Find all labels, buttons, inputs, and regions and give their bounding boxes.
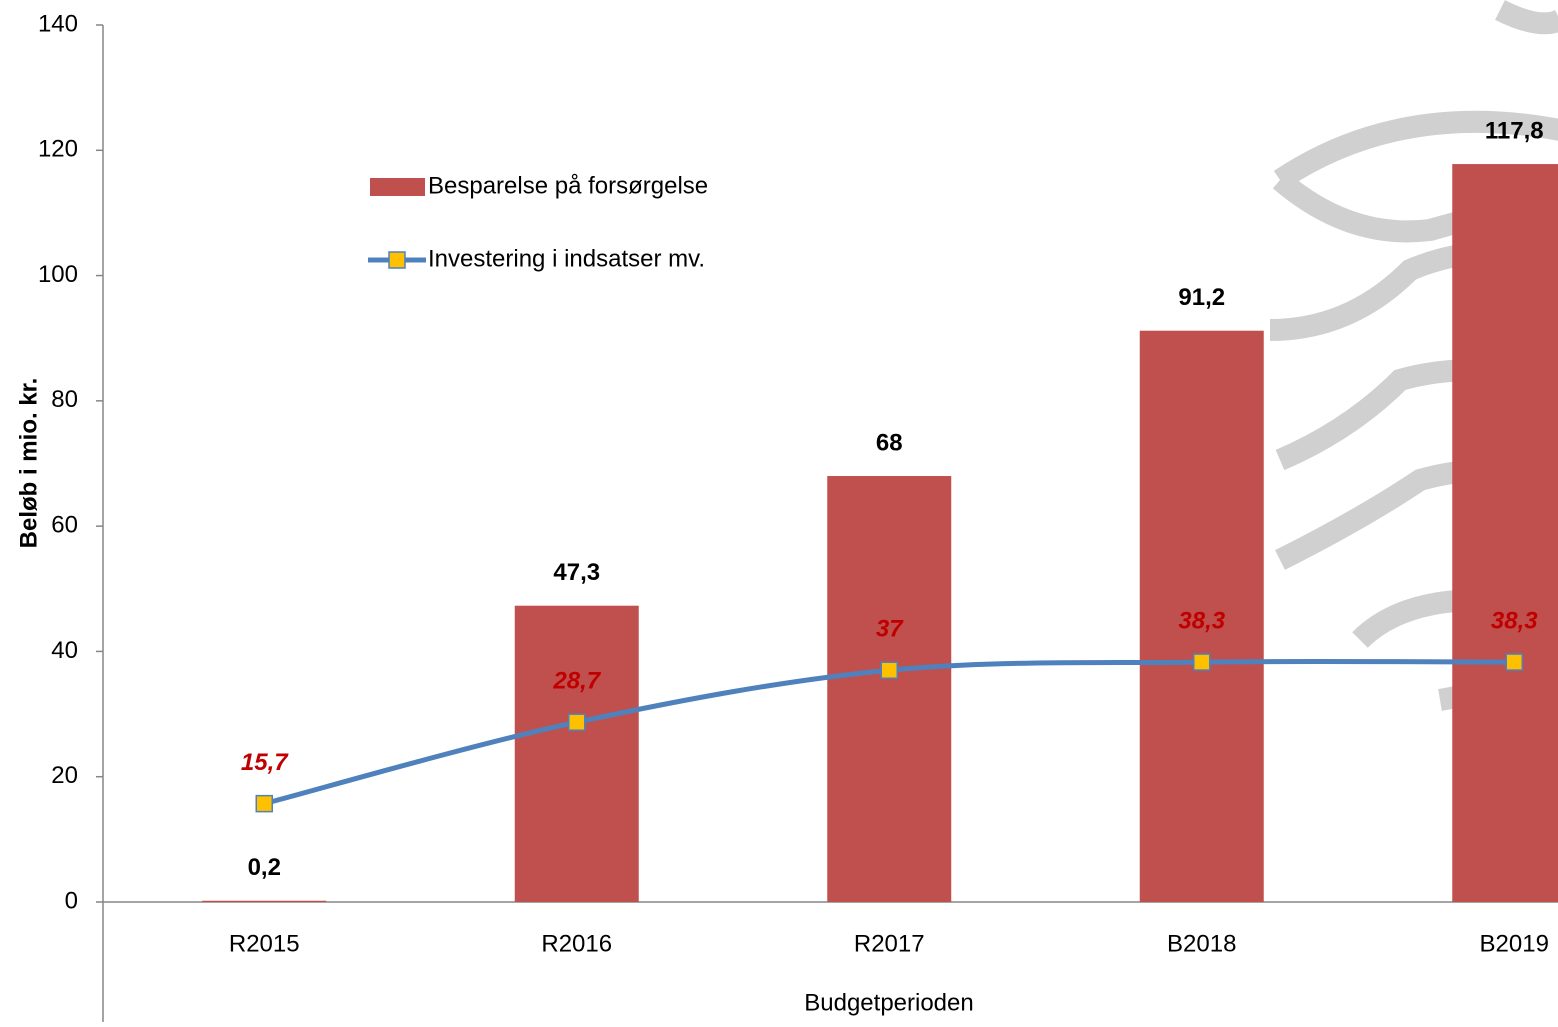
bar (1452, 164, 1558, 902)
bar (1139, 330, 1264, 902)
x-tick-label: B2019 (1480, 930, 1549, 957)
bar-value-label: 0,2 (248, 854, 281, 881)
line-value-label: 28,7 (552, 668, 601, 695)
bar-value-label: 47,3 (553, 559, 600, 586)
line-value-label: 15,7 (241, 749, 289, 776)
line-value-label: 38,3 (1491, 607, 1538, 634)
x-tick-label: B2018 (1167, 930, 1236, 957)
legend-swatch (370, 178, 425, 196)
y-tick-label: 60 (51, 511, 78, 538)
line-marker (255, 794, 273, 813)
legend-label: Besparelse på forsørgelse (428, 172, 708, 199)
line-marker (1193, 653, 1211, 671)
bar (827, 476, 952, 902)
line-value-label: 38,3 (1178, 607, 1225, 634)
bar-value-label: 117,8 (1485, 117, 1544, 144)
line-marker (880, 661, 898, 679)
x-axis-title: Budgetperioden (804, 989, 973, 1016)
y-tick-label: 100 (38, 261, 78, 288)
y-tick-label: 0 (65, 887, 78, 914)
x-tick-label: R2017 (854, 930, 925, 957)
bar (514, 605, 639, 902)
y-tick-label: 120 (38, 136, 78, 163)
y-axis-title: Beløb i mio. kr. (15, 378, 42, 549)
y-tick-label: 20 (51, 762, 78, 789)
bar (202, 900, 327, 902)
watermark (1269, 0, 1558, 711)
y-tick-label: 80 (51, 386, 78, 413)
y-tick-label: 140 (38, 10, 78, 37)
line-marker (1505, 653, 1523, 671)
y-tick-label: 40 (51, 637, 78, 664)
x-tick-label: R2016 (541, 930, 612, 957)
bar-value-label: 68 (876, 429, 903, 456)
legend-label: Investering i indsatser mv. (428, 245, 705, 272)
line-value-label: 37 (876, 616, 904, 643)
legend-marker (388, 251, 406, 269)
line-marker (568, 713, 586, 731)
bar-value-label: 91,2 (1178, 284, 1225, 311)
x-tick-label: R2015 (229, 930, 300, 957)
